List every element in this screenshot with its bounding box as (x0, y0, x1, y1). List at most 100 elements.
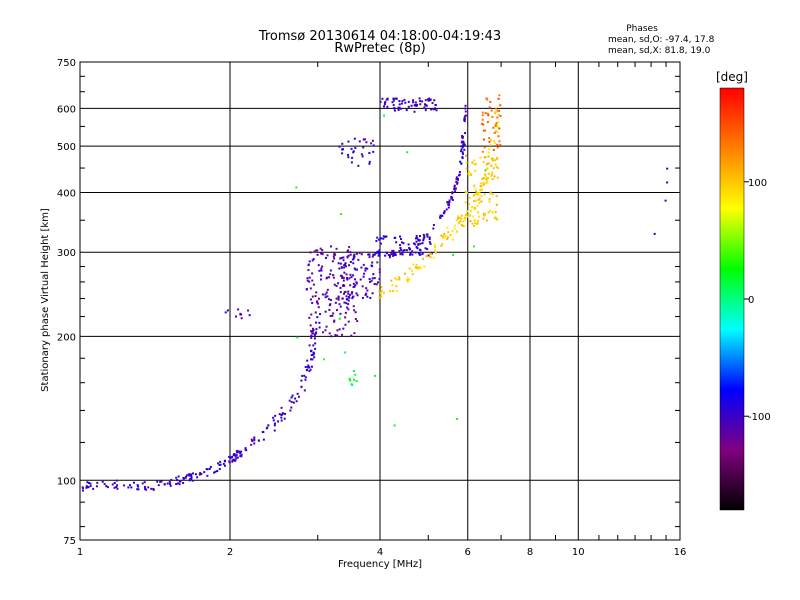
data-point (441, 214, 444, 217)
y-tick-label: 300 (57, 248, 76, 259)
data-point (402, 249, 405, 252)
data-point (395, 289, 398, 292)
data-point (240, 317, 243, 320)
data-point (321, 249, 324, 252)
data-point (482, 160, 485, 163)
data-point (205, 468, 208, 471)
data-point (308, 316, 311, 319)
data-point (460, 145, 463, 148)
data-point (448, 203, 451, 206)
data-point (456, 178, 459, 181)
data-point (321, 253, 324, 256)
data-point (410, 104, 413, 107)
data-point (324, 293, 327, 296)
data-point (414, 266, 417, 269)
data-point (493, 142, 496, 145)
colorbar-tick-label: 0 (748, 295, 754, 306)
data-point (352, 295, 355, 298)
data-point (194, 473, 197, 476)
phase-info-x: mean, sd,X: 81.8, 19.0 (608, 46, 711, 56)
data-point (453, 184, 456, 187)
data-point (295, 186, 298, 189)
data-point (458, 170, 461, 173)
data-point (443, 211, 446, 214)
data-point (365, 287, 368, 290)
data-point (418, 235, 421, 238)
data-point (319, 278, 322, 281)
data-point (399, 244, 402, 247)
data-point (362, 263, 365, 266)
data-point (95, 485, 98, 488)
data-point (316, 316, 319, 319)
data-point (169, 482, 172, 485)
data-point (250, 443, 253, 446)
data-point (342, 279, 345, 282)
y-axis-label: Stationary phase Virtual Height [km] (40, 208, 51, 392)
data-point (462, 220, 465, 223)
data-point (362, 146, 365, 149)
data-point (314, 311, 317, 314)
data-point (350, 161, 353, 164)
data-point (409, 252, 412, 255)
data-point (460, 148, 463, 151)
data-point (471, 161, 474, 164)
data-point (377, 251, 380, 254)
data-point (419, 242, 422, 245)
data-point (353, 137, 356, 140)
data-point (445, 208, 448, 211)
data-point (485, 219, 488, 222)
data-point (253, 442, 256, 445)
data-point (498, 94, 501, 97)
data-point (429, 256, 432, 259)
data-point (127, 486, 130, 489)
data-point (477, 198, 480, 201)
data-point (347, 299, 350, 302)
data-point (332, 274, 335, 277)
data-point (296, 336, 299, 339)
data-point (274, 414, 277, 417)
data-point (479, 156, 482, 159)
data-point (464, 110, 467, 113)
data-point (306, 277, 309, 280)
data-point (352, 262, 355, 265)
data-point (451, 191, 454, 194)
data-point (209, 465, 212, 468)
data-point (352, 274, 355, 277)
data-point (483, 146, 486, 149)
data-point (344, 265, 347, 268)
data-point (310, 336, 313, 339)
data-point (178, 483, 181, 486)
data-point (414, 243, 417, 246)
data-point (317, 306, 320, 309)
data-point (349, 251, 352, 254)
data-point (380, 290, 383, 293)
data-point (353, 255, 356, 258)
data-point (317, 264, 320, 267)
data-point (115, 479, 118, 482)
data-point (369, 296, 372, 299)
data-point (152, 488, 155, 491)
data-point (433, 99, 436, 102)
data-point (333, 283, 336, 286)
data-point (336, 334, 339, 337)
data-point (495, 166, 498, 169)
data-point (397, 106, 400, 109)
data-point (448, 201, 451, 204)
data-point (434, 248, 437, 251)
data-point (476, 211, 479, 214)
data-point (441, 236, 444, 239)
data-point (350, 334, 353, 337)
data-point (456, 182, 459, 185)
y-tick-label: 100 (57, 476, 76, 487)
data-point (223, 464, 226, 467)
data-point (380, 286, 383, 289)
data-point (347, 292, 350, 295)
data-point (355, 268, 358, 271)
data-point (453, 188, 456, 191)
data-point (427, 99, 430, 102)
data-point (321, 331, 324, 334)
data-point (469, 209, 472, 212)
data-point (103, 483, 106, 486)
data-point (329, 269, 332, 272)
data-point (184, 476, 187, 479)
